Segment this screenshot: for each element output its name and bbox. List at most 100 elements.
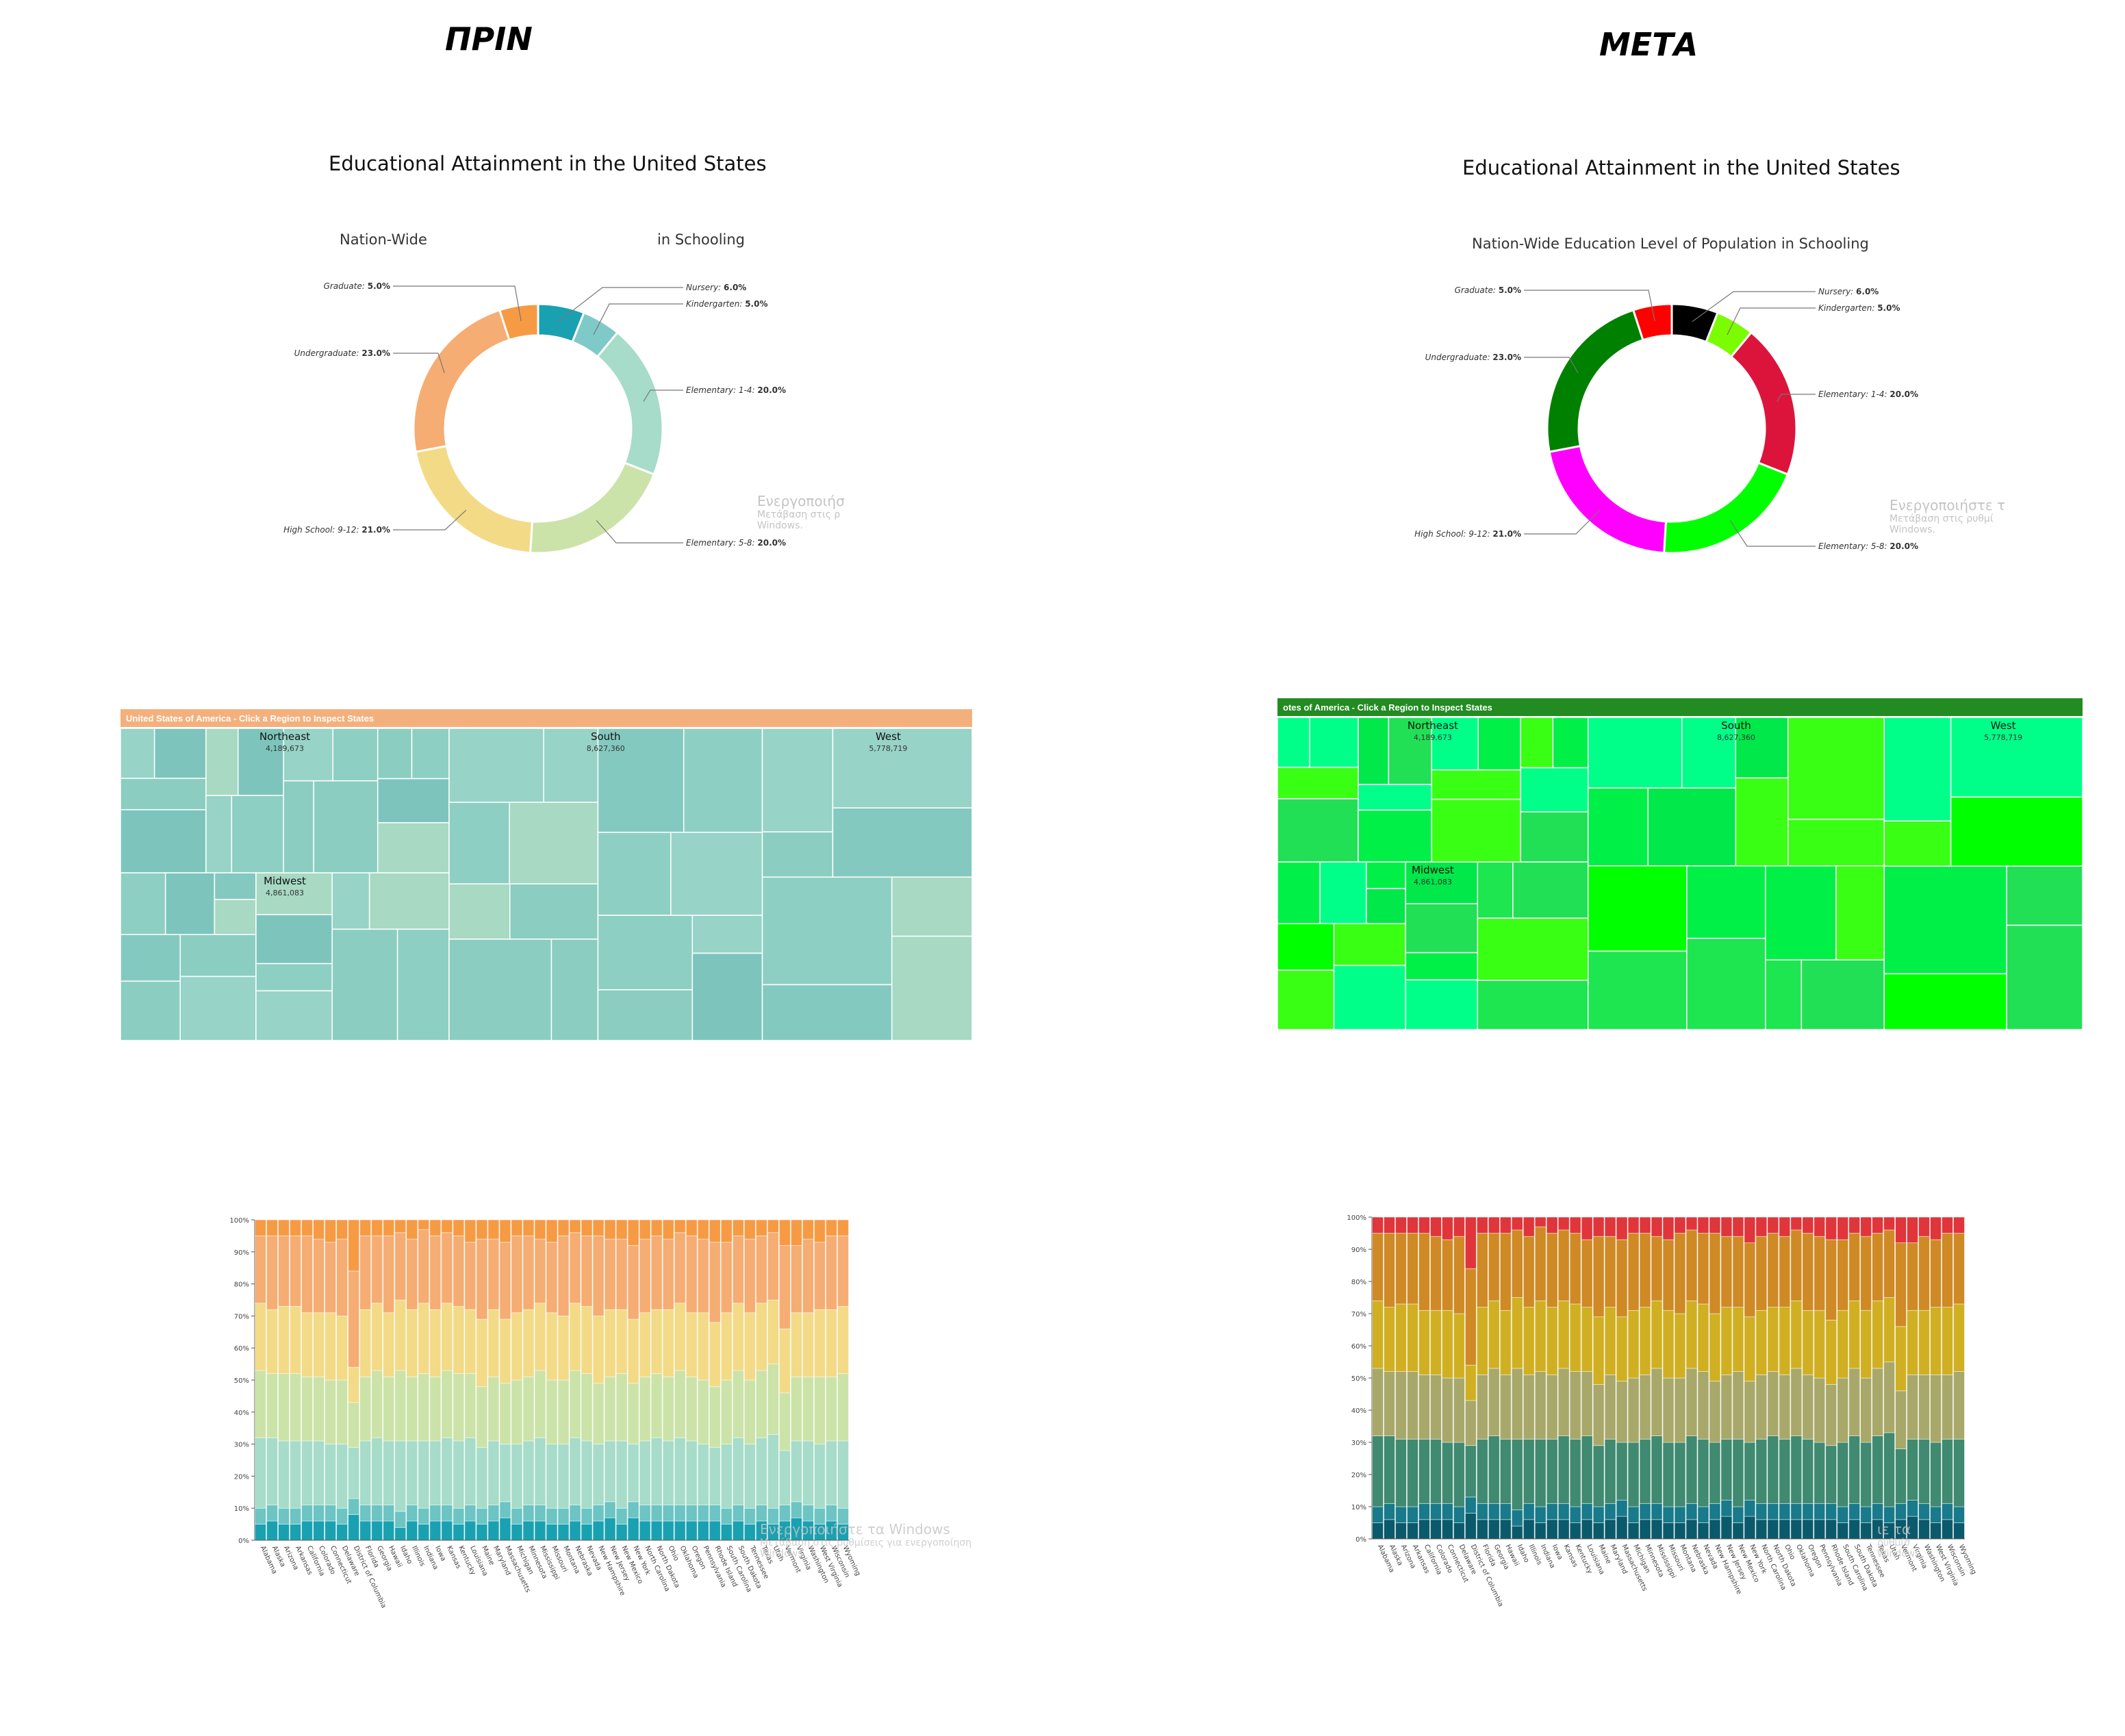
donut-chart[interactable]: Nursery: 6.0% Kindergarten: 5.0% Elementar… xyxy=(1062,0,2125,616)
bar-segment-nursery xyxy=(1557,1519,1570,1540)
treemap-state-cell xyxy=(120,872,166,936)
bar-segment-high-school-9-12 xyxy=(1837,1310,1849,1379)
bar-texas xyxy=(1872,1216,1884,1540)
y-tick-label: 10% xyxy=(1351,1504,1366,1511)
bar-segment-high-school-9-12 xyxy=(1616,1316,1628,1382)
bar-segment-high-school-9-12 xyxy=(1407,1303,1418,1372)
bar-wisconsin xyxy=(826,1219,837,1541)
bar-segment-high-school-9-12 xyxy=(720,1312,733,1381)
treemap-state-cell xyxy=(1735,717,1789,779)
bar-segment-undergraduate xyxy=(359,1236,372,1310)
bar-segment-nursery xyxy=(662,1520,674,1541)
bar-segment-kindergarten xyxy=(604,1501,616,1518)
bar-segment-nursery xyxy=(429,1520,442,1541)
bar-new-jersey xyxy=(1720,1216,1733,1540)
bar-segment-kindergarten xyxy=(1848,1503,1861,1520)
donut-label-graduate: Graduate: 5.0% xyxy=(324,281,390,291)
treemap-state-cell xyxy=(1366,861,1406,889)
bar-segment-high-school-9-12 xyxy=(639,1312,651,1377)
bar-segment-kindergarten xyxy=(1732,1506,1744,1523)
bar-segment-undergraduate xyxy=(511,1236,523,1314)
treemap-chart[interactable]: otes of America - Click a Region to Insp… xyxy=(1277,698,2083,1030)
bar-segment-elementary-1-4 xyxy=(1744,1442,1756,1501)
bar-segment-elementary-5-8 xyxy=(464,1373,476,1438)
bar-connecticut xyxy=(325,1219,337,1541)
bar-segment-undergraduate xyxy=(429,1236,442,1310)
bar-segment-high-school-9-12 xyxy=(1790,1300,1803,1369)
bar-segment-high-school-9-12 xyxy=(476,1318,488,1387)
bar-segment-elementary-1-4 xyxy=(301,1440,313,1505)
bar-segment-elementary-1-4 xyxy=(732,1437,744,1505)
donut-label-elementary-1-4: Elementary: 1-4: 20.0% xyxy=(1818,390,1918,399)
donut-chart[interactable]: Nursery: 6.0% Kindergarten: 5.0% Elementar… xyxy=(0,0,1062,616)
treemap-state-cell xyxy=(1735,777,1789,867)
bar-segment-graduate xyxy=(336,1219,348,1240)
bar-segment-kindergarten xyxy=(511,1507,523,1525)
bar-segment-kindergarten xyxy=(639,1505,651,1522)
bar-segment-undergraduate xyxy=(569,1232,581,1304)
bar-segment-graduate xyxy=(639,1219,651,1240)
bar-segment-kindergarten xyxy=(1790,1503,1803,1520)
bar-segment-high-school-9-12 xyxy=(1802,1310,1814,1375)
bar-segment-kindergarten xyxy=(697,1505,709,1522)
bar-segment-kindergarten xyxy=(1511,1509,1523,1527)
stacked-watermark-line-2: Μετάβαση στις ρυθμίσεις για ενεργοποίηση xyxy=(760,1537,972,1548)
bar-michigan xyxy=(511,1219,523,1541)
bar-segment-undergraduate xyxy=(1453,1236,1465,1314)
stacked-watermark: ιε τα ρυθμίσ Windows. xyxy=(1877,1521,1923,1559)
treemap-state-cell xyxy=(1477,980,1589,1030)
bar-segment-high-school-9-12 xyxy=(1674,1313,1686,1379)
donut-label-elementary-5-8: Elementary: 5-8: 20.0% xyxy=(1818,541,1918,551)
bar-segment-undergraduate xyxy=(1709,1233,1721,1314)
bar-segment-elementary-5-8 xyxy=(1488,1368,1500,1436)
bar-california xyxy=(301,1219,313,1541)
bar-segment-high-school-9-12 xyxy=(1883,1297,1896,1362)
bar-segment-elementary-1-4 xyxy=(290,1440,301,1509)
bar-segment-graduate xyxy=(476,1219,488,1240)
donut-label-name: Elementary: 1-4: xyxy=(686,385,757,395)
watermark-line-1: Ενεργοποιήσ xyxy=(757,493,845,509)
treemap-chart[interactable]: United States of America - Click a Regio… xyxy=(120,709,973,1041)
bar-segment-undergraduate xyxy=(1720,1236,1733,1307)
bar-alabama xyxy=(1372,1216,1384,1540)
bar-segment-elementary-1-4 xyxy=(1453,1442,1465,1507)
bar-segment-high-school-9-12 xyxy=(1814,1310,1826,1379)
stacked-bar-chart[interactable]: 0%10%20%30%40%50%60%70%80%90%100%Alabama… xyxy=(1062,1191,2125,1608)
donut-label-name: Elementary: 1-4: xyxy=(1818,390,1889,399)
treemap-header-text: otes of America - Click a Region to Insp… xyxy=(1283,702,1492,713)
treemap-state-cell xyxy=(550,939,599,1041)
bar-segment-graduate xyxy=(1534,1216,1547,1227)
treemap-state-cell xyxy=(1835,865,1885,960)
bar-segment-kindergarten xyxy=(802,1505,814,1522)
bar-nebraska xyxy=(569,1219,581,1541)
treemap-state-cell xyxy=(1431,769,1521,800)
treemap-state-cell xyxy=(313,780,379,873)
stacked-bar-chart[interactable]: 0%10%20%30%40%50%60%70%80%90%100%Alabama… xyxy=(0,1191,1062,1609)
bar-segment-high-school-9-12 xyxy=(767,1299,779,1364)
treemap-state-cell xyxy=(597,989,694,1041)
bar-segment-elementary-5-8 xyxy=(837,1373,849,1442)
bar-segment-high-school-9-12 xyxy=(394,1299,407,1371)
bar-segment-elementary-5-8 xyxy=(697,1379,709,1444)
bar-michigan xyxy=(1627,1216,1640,1540)
bar-louisiana xyxy=(464,1219,476,1541)
bar-montana xyxy=(557,1219,570,1541)
bar-segment-elementary-1-4 xyxy=(1697,1438,1709,1507)
bar-segment-elementary-1-4 xyxy=(266,1437,278,1505)
bar-segment-elementary-5-8 xyxy=(1942,1374,1953,1440)
treemap-state-cell xyxy=(1883,865,2007,975)
bar-segment-graduate xyxy=(1384,1216,1395,1234)
treemap-state-cell xyxy=(153,728,207,779)
bar-segment-elementary-1-4 xyxy=(348,1446,360,1499)
y-tick-label: 60% xyxy=(234,1345,249,1353)
bar-segment-graduate xyxy=(720,1219,733,1243)
bar-segment-graduate xyxy=(406,1219,418,1240)
bar-segment-high-school-9-12 xyxy=(1546,1307,1558,1375)
donut-label-graduate: Graduate: 5.0% xyxy=(1455,285,1521,295)
bar-oregon xyxy=(685,1219,698,1541)
bar-segment-kindergarten xyxy=(1453,1506,1465,1523)
activation-watermark: Ενεργοποιήσ Μετάβαση στις ρ Windows. xyxy=(757,493,845,531)
treemap-state-cell xyxy=(396,928,450,1041)
bar-segment-elementary-5-8 xyxy=(627,1383,639,1444)
